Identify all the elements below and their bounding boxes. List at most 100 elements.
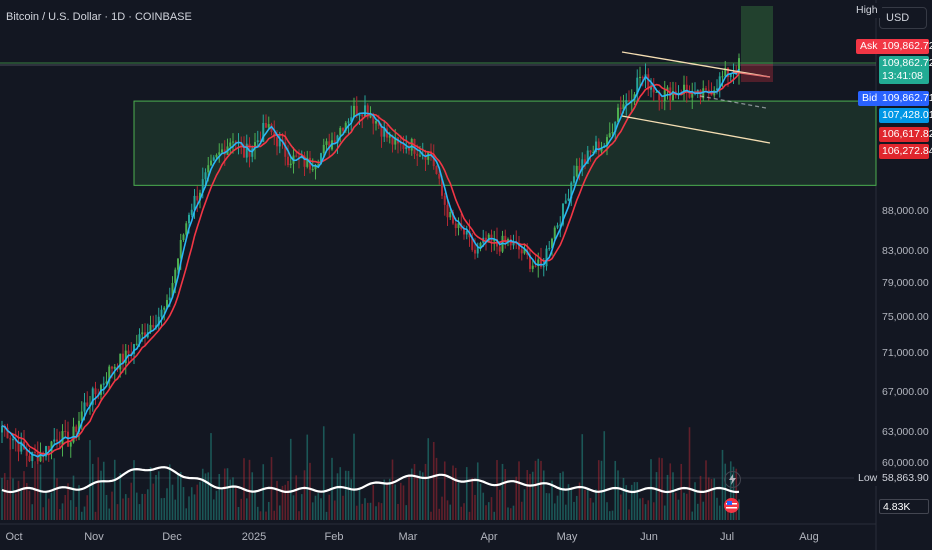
volume-bar xyxy=(298,511,300,520)
volume-bar xyxy=(234,487,237,520)
candle-body xyxy=(25,449,28,456)
volume-bar xyxy=(157,471,160,520)
volume-bar xyxy=(375,506,377,520)
volume-bar xyxy=(716,497,718,520)
candle-body xyxy=(457,223,460,229)
candle-body xyxy=(567,198,570,201)
volume-bar xyxy=(111,491,113,520)
candle-body xyxy=(265,122,267,128)
volume-bar xyxy=(713,478,716,520)
volume-bar xyxy=(718,505,721,520)
volume-bar xyxy=(240,498,243,520)
candle-body xyxy=(303,155,306,167)
volume-bar xyxy=(100,470,102,520)
last-price-value: 109,862.72 xyxy=(882,57,932,69)
candle-body xyxy=(647,74,650,90)
volume-bar xyxy=(567,484,570,520)
volume-bar xyxy=(446,500,449,520)
candle-body xyxy=(380,125,383,137)
candle-body xyxy=(355,105,358,116)
volume-bar xyxy=(303,470,306,520)
volume-bar xyxy=(727,508,729,520)
candle-body xyxy=(559,224,562,226)
x-tick-feb: Feb xyxy=(324,531,344,543)
volume-bar xyxy=(641,497,644,520)
candle-body xyxy=(287,156,289,166)
bolt-icon[interactable] xyxy=(724,471,741,488)
ma-slow-price-label-b: 106,272.84 xyxy=(879,144,932,159)
volume-bar xyxy=(284,484,287,520)
candle-body xyxy=(364,105,366,117)
candle-body xyxy=(295,155,298,157)
volume-bar xyxy=(622,477,625,520)
volume-bar xyxy=(207,472,210,520)
volume-bar xyxy=(141,493,144,520)
volume-bar xyxy=(369,502,372,520)
candle-body xyxy=(584,159,586,164)
candle-body xyxy=(20,441,23,452)
candle-body xyxy=(471,237,474,250)
x-tick-apr: Apr xyxy=(480,531,498,543)
candle-body xyxy=(298,156,300,159)
volume-bar xyxy=(342,495,344,520)
volume-bar xyxy=(380,503,383,520)
volume-bar xyxy=(457,482,460,520)
volume-bar xyxy=(617,470,619,520)
candle-body xyxy=(655,91,658,93)
volume-bar xyxy=(721,449,724,520)
candle-body xyxy=(683,84,685,94)
volume-bar xyxy=(578,482,581,520)
volume-bar xyxy=(592,502,595,520)
volume-bar xyxy=(586,488,589,520)
volume-bar xyxy=(34,461,36,520)
candle-body xyxy=(465,231,468,235)
volume-bar xyxy=(163,497,166,520)
candle-body xyxy=(177,258,179,270)
candle-body xyxy=(80,411,83,421)
volume-bar xyxy=(223,468,226,520)
candle-body xyxy=(256,140,259,143)
volume-bar xyxy=(364,498,366,520)
candle-body xyxy=(320,153,322,165)
volume-bar xyxy=(652,502,655,520)
candle-body xyxy=(540,259,542,268)
volume-bar xyxy=(677,499,680,520)
volume-bar xyxy=(691,511,694,520)
bid-price-label: 109,862.71 xyxy=(879,91,932,106)
volume-bar xyxy=(476,462,479,520)
volume-bar xyxy=(218,474,221,520)
candle-body xyxy=(306,157,309,167)
low-tag: Low xyxy=(854,471,882,486)
volume-bar xyxy=(212,499,215,520)
volume-bar xyxy=(537,458,540,520)
candle-body xyxy=(245,143,248,158)
candle-body xyxy=(391,135,394,145)
candle-body xyxy=(738,58,740,73)
volume-bar xyxy=(498,489,501,520)
volume-bar xyxy=(320,498,322,520)
volume-bar xyxy=(124,494,127,520)
volume-bar xyxy=(685,493,688,520)
candle-body xyxy=(578,165,581,171)
volume-bar xyxy=(190,487,193,520)
candle-body xyxy=(729,73,732,77)
currency-selector[interactable]: USD xyxy=(879,7,927,29)
volume-bar xyxy=(254,490,256,520)
candle-body xyxy=(251,148,254,157)
y-tick-75000: 75,000.00 xyxy=(882,311,929,323)
volume-bar xyxy=(50,492,53,520)
volume-bar xyxy=(196,484,199,520)
candle-body xyxy=(512,241,515,246)
candle-body xyxy=(218,152,221,155)
candle-body xyxy=(672,91,674,101)
us-flag-icon[interactable] xyxy=(724,498,739,513)
volume-bar xyxy=(383,479,386,520)
volume-bar xyxy=(584,489,586,520)
candle-body xyxy=(410,138,413,151)
volume-bar xyxy=(454,467,457,520)
volume-bar xyxy=(663,505,666,520)
candle-body xyxy=(592,152,595,154)
x-tick-jul: Jul xyxy=(719,531,735,543)
x-tick-dec: Dec xyxy=(162,531,182,543)
